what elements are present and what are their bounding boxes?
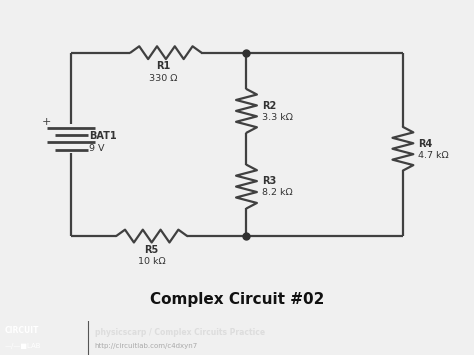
- Text: R4: R4: [418, 138, 432, 148]
- Text: R2: R2: [262, 101, 276, 111]
- Text: 8.2 kΩ: 8.2 kΩ: [262, 189, 292, 197]
- Text: 4.7 kΩ: 4.7 kΩ: [418, 151, 449, 160]
- Text: R5: R5: [145, 245, 159, 255]
- Text: R3: R3: [262, 176, 276, 186]
- Text: 3.3 kΩ: 3.3 kΩ: [262, 113, 292, 122]
- Text: 10 kΩ: 10 kΩ: [138, 257, 165, 266]
- Text: —/—■LAB: —/—■LAB: [5, 343, 41, 349]
- Text: 9 V: 9 V: [89, 144, 105, 153]
- Text: CIRCUIT: CIRCUIT: [5, 326, 39, 335]
- Text: BAT1: BAT1: [89, 131, 117, 141]
- Text: http://circuitlab.com/c4dxyn7: http://circuitlab.com/c4dxyn7: [95, 343, 198, 349]
- Text: Complex Circuit #02: Complex Circuit #02: [150, 293, 324, 307]
- Text: +: +: [42, 117, 51, 127]
- Text: physicscarp / Complex Circuits Practice: physicscarp / Complex Circuits Practice: [95, 328, 265, 337]
- Text: R1: R1: [156, 61, 171, 71]
- Text: 330 Ω: 330 Ω: [149, 73, 178, 83]
